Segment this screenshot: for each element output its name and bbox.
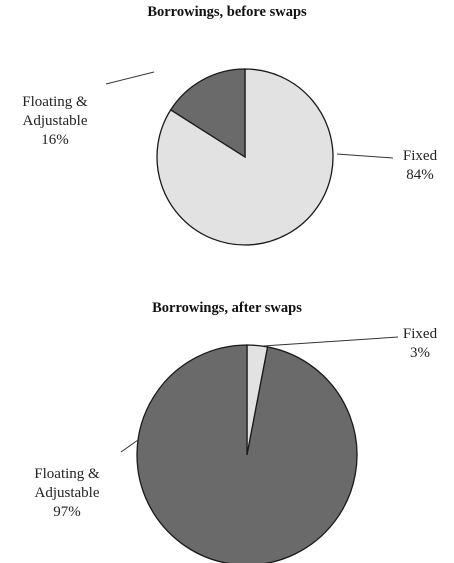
leader-line — [262, 336, 399, 347]
leader-line — [105, 71, 155, 85]
value-label: 84% — [406, 167, 434, 183]
slice-label: Floating & Adjustable — [22, 94, 88, 129]
slice-label: Fixed — [402, 326, 438, 342]
pie-slice — [169, 68, 246, 159]
slice-label: Floating & Adjustable — [34, 466, 100, 501]
slice-label: Fixed — [402, 148, 438, 164]
value-label: 3% — [410, 345, 430, 361]
chart-title: Borrowings, after swaps — [152, 300, 302, 316]
value-label: 16% — [41, 132, 69, 148]
leader-line — [336, 153, 394, 159]
value-label: 97% — [53, 504, 81, 520]
chart-title: Borrowings, before swaps — [147, 4, 307, 20]
pie-slice — [136, 344, 358, 563]
leader-line — [120, 439, 139, 453]
